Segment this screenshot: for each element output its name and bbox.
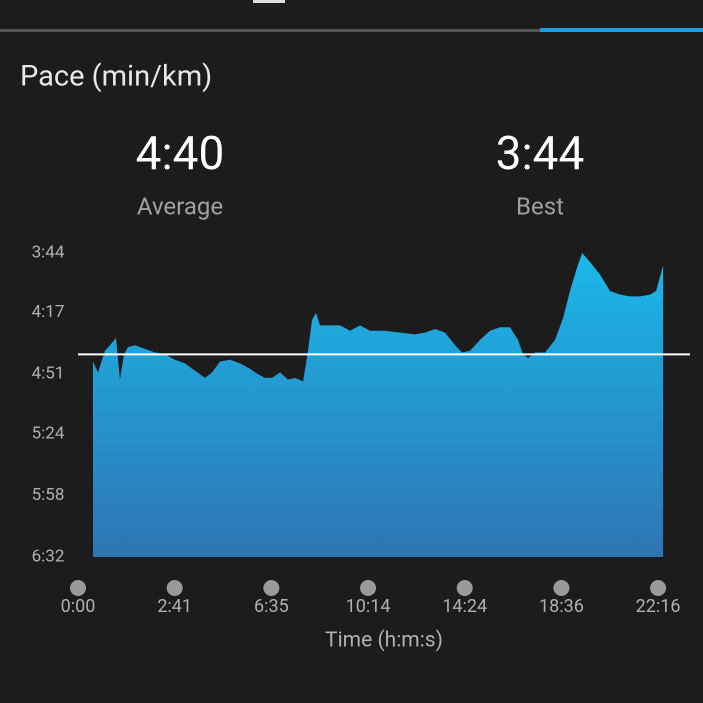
stat-value: 3:44 xyxy=(496,127,585,181)
x-tick-label: 2:41 xyxy=(157,596,192,617)
y-tick-label: 6:32 xyxy=(32,546,65,566)
x-tick-label: 22:16 xyxy=(636,596,681,617)
x-tick-dot xyxy=(360,580,377,596)
x-tick-label: 0:00 xyxy=(61,596,96,617)
tab-indicator[interactable] xyxy=(540,28,703,32)
y-tick-label: 4:17 xyxy=(32,302,65,322)
x-tick-dot xyxy=(263,580,280,596)
tab-track xyxy=(0,29,540,32)
chart-title: Pace (min/km) xyxy=(20,60,212,94)
x-tick-dot xyxy=(650,580,667,596)
x-tick-dot xyxy=(166,580,183,596)
x-tick-dot xyxy=(553,580,570,596)
x-tick-label: 10:14 xyxy=(346,596,391,617)
tab-icon xyxy=(253,0,285,3)
y-tick-label: 4:51 xyxy=(32,364,65,384)
x-tick-dot xyxy=(70,580,86,596)
y-tick-label: 3:44 xyxy=(32,242,65,262)
x-tick-dot xyxy=(456,580,473,596)
x-tick-label: 6:35 xyxy=(254,596,289,617)
stat-name: Average xyxy=(137,192,223,220)
x-tick-label: 18:36 xyxy=(539,596,584,617)
y-tick-label: 5:58 xyxy=(32,485,65,505)
x-axis-title: Time (h:m:s) xyxy=(325,629,443,653)
pace-area xyxy=(92,253,664,557)
y-tick-label: 5:24 xyxy=(32,423,65,443)
x-tick-label: 14:24 xyxy=(442,596,487,617)
stat-name: Best xyxy=(516,192,564,220)
stat-value: 4:40 xyxy=(136,127,225,181)
